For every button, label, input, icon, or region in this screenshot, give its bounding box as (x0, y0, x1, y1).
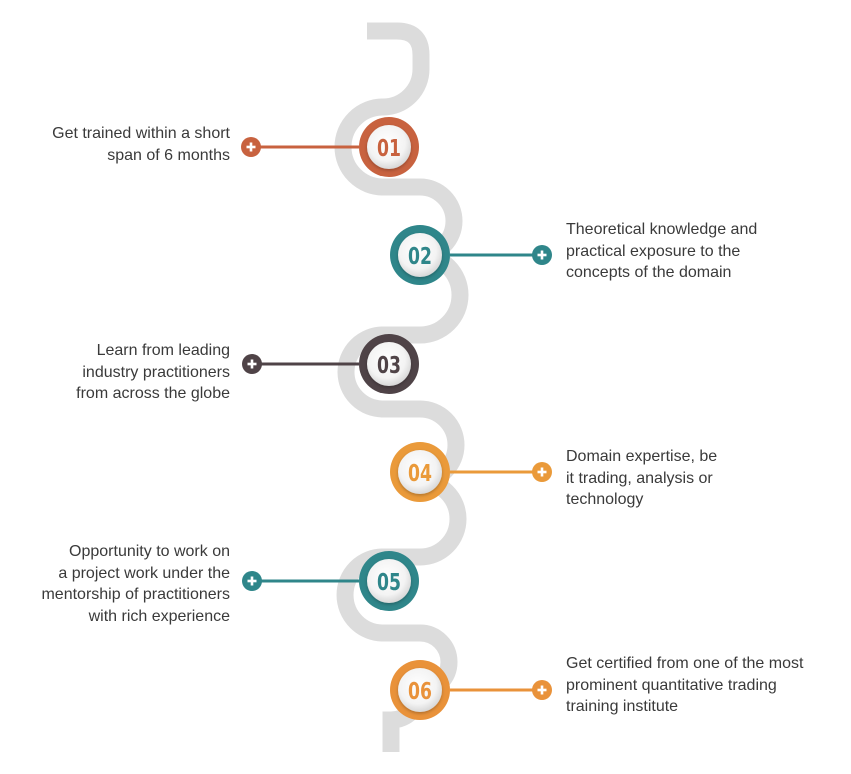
description-line: industry practitioners (82, 363, 230, 381)
description-line: it trading, analysis or (566, 469, 713, 487)
step-disc (367, 125, 411, 169)
description-line: Opportunity to work on (69, 543, 230, 560)
description-line: Domain expertise, be (566, 448, 718, 465)
step-3-description: Learn from leading industry practitioners… (76, 340, 230, 405)
step-4-description: Domain expertise, be it trading, analysis… (566, 446, 717, 511)
description-line: Get trained within a short (52, 125, 230, 142)
plus-icon (532, 462, 552, 482)
step-disc (367, 342, 411, 386)
plus-icon (532, 680, 552, 700)
step-2: 02 (390, 225, 552, 285)
step-5: 05 (242, 551, 419, 611)
step-1-description: Get trained within a short span of 6 mont… (52, 123, 230, 166)
plus-icon (241, 137, 261, 157)
step-disc (367, 559, 411, 603)
description-line: from across the globe (76, 385, 230, 402)
step-3: 03 (242, 334, 419, 394)
step-number: 06 (408, 678, 432, 705)
step-number: 01 (377, 135, 401, 162)
plus-icon (532, 245, 552, 265)
description-line: Learn from leading (96, 342, 230, 359)
description-line: technology (566, 491, 644, 508)
step-number: 04 (408, 460, 432, 487)
step-disc (398, 668, 442, 712)
description-line: mentorship of practitioners (41, 586, 230, 603)
description-line: Theoretical knowledge and (566, 221, 758, 238)
description-line: practical exposure to the (566, 242, 741, 260)
plus-icon (242, 571, 262, 591)
step-4: 04 (390, 442, 552, 502)
step-disc (398, 233, 442, 277)
step-6: 06 (390, 660, 552, 720)
step-5-description: Opportunity to work on a project work und… (41, 541, 230, 627)
description-line: training institute (566, 698, 679, 715)
step-disc (398, 450, 442, 494)
description-line: span of 6 months (107, 146, 230, 164)
step-number: 03 (377, 352, 401, 379)
description-line: Get certified from one of the most (566, 655, 804, 672)
step-2-description: Theoretical knowledge and practical expos… (566, 219, 757, 284)
step-number: 02 (408, 243, 432, 270)
description-line: a project work under the (58, 564, 230, 582)
plus-icon (242, 354, 262, 374)
step-number: 05 (377, 569, 401, 596)
description-line: with rich experience (88, 607, 230, 625)
serpentine-track (334, 22, 469, 752)
step-6-description: Get certified from one of the most promin… (566, 653, 803, 718)
description-line: prominent quantitative trading (566, 676, 777, 694)
step-1: 01 (241, 117, 419, 177)
description-line: concepts of the domain (566, 264, 732, 281)
